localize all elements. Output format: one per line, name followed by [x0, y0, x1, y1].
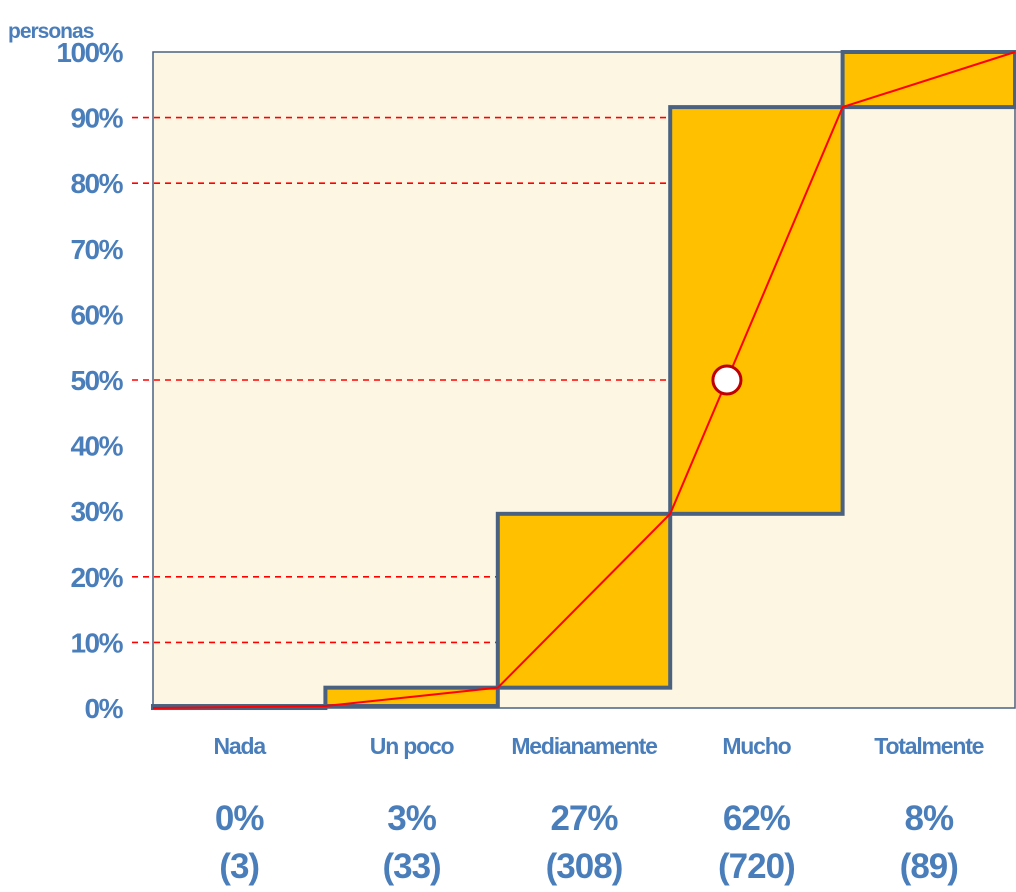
category-labels: Nada Un poco Medianamente Mucho Totalmente — [213, 733, 984, 759]
count-label: (720) — [718, 847, 795, 886]
category-label: Mucho — [722, 733, 791, 759]
y-tick-label: 10% — [70, 627, 123, 658]
percent-label: 27% — [550, 799, 618, 838]
y-tick-label: 60% — [70, 299, 123, 330]
count-label: (33) — [382, 847, 440, 886]
count-label: (308) — [546, 847, 623, 886]
category-label: Nada — [213, 733, 266, 759]
percent-label: 62% — [723, 799, 791, 838]
y-tick-label: 40% — [70, 431, 123, 462]
count-label: (3) — [219, 847, 259, 886]
category-label: Un poco — [370, 733, 455, 759]
count-label: (89) — [900, 847, 958, 886]
y-tick-label: 100% — [56, 37, 123, 68]
percent-label: 8% — [905, 799, 954, 838]
category-label: Medianamente — [511, 733, 657, 759]
y-tick-label: 90% — [70, 103, 123, 134]
y-tick-label: 50% — [70, 365, 123, 396]
percent-labels: 0% 3% 27% 62% 8% — [215, 799, 955, 838]
percent-label: 3% — [387, 799, 436, 838]
y-axis-ticks: 0% 10% 20% 30% 40% 50% 60% 70% 80% 90% 100% — [56, 37, 125, 724]
y-tick-label: 80% — [70, 168, 123, 199]
y-tick-label: 20% — [70, 562, 123, 593]
category-label: Totalmente — [874, 733, 983, 759]
count-labels: (3) (33) (308) (720) (89) — [219, 847, 959, 886]
median-marker — [711, 364, 743, 396]
y-unit-label: personas — [8, 20, 94, 43]
y-tick-label: 70% — [70, 234, 123, 265]
percent-label: 0% — [215, 799, 264, 838]
ogive-line — [152, 51, 1016, 709]
y-tick-label: 30% — [70, 496, 123, 527]
y-tick-label: 0% — [85, 693, 124, 724]
